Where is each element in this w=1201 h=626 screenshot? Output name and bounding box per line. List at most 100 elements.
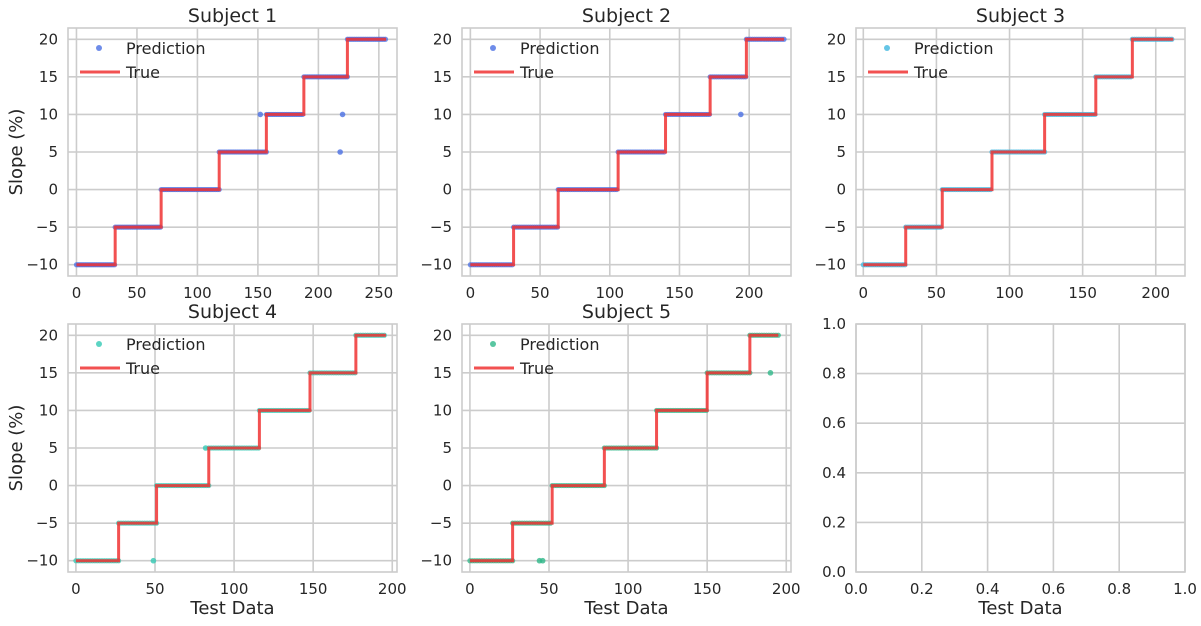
y-tick-label: 20 (39, 30, 58, 48)
true-line (75, 333, 386, 563)
x-tick-label: 150 (244, 284, 273, 302)
y-tick-label: 10 (39, 401, 58, 419)
true-line (469, 333, 779, 563)
y-tick-label: −5 (36, 514, 58, 532)
x-tick-label: 150 (665, 284, 694, 302)
x-axis-label: Test Data (977, 598, 1062, 619)
prediction-point (339, 111, 346, 118)
y-tick-label: 0.0 (822, 563, 846, 581)
legend-label: Prediction (914, 39, 993, 58)
legend: Prediction True (868, 39, 993, 82)
x-axis-label: Test Data (583, 598, 668, 619)
legend-label: True (519, 63, 554, 82)
subplot-title: Subject 5 (582, 301, 671, 323)
subplot-4: 0 50 100 150 200 −10 −5 0 5 10 15 20 Subject 4 Test D… (6, 301, 407, 619)
legend: Prediction True (80, 39, 205, 82)
axes-frame (67, 27, 398, 277)
legend-label: Prediction (520, 39, 599, 58)
x-tick-label: 50 (539, 580, 558, 598)
prediction-point (202, 445, 209, 451)
y-tick-label: 5 (48, 439, 58, 457)
y-tick-label: −10 (420, 256, 452, 274)
y-tick-label: 0.8 (822, 365, 846, 383)
x-tick-label: 0.6 (1041, 580, 1065, 598)
legend-label: True (125, 63, 160, 82)
x-tick-label: 100 (220, 580, 249, 598)
subplot-2: 0 50 100 150 200 −10 −5 0 5 10 15 20 Subject 2 Predic… (420, 5, 792, 302)
legend: Prediction True (474, 335, 599, 378)
y-tick-label: 15 (433, 364, 452, 382)
legend-marker-prediction (884, 45, 890, 51)
x-tick-label: 100 (183, 284, 212, 302)
legend-marker-prediction (96, 45, 102, 51)
y-tick-label: 15 (39, 364, 58, 382)
y-tick-label: 20 (827, 30, 846, 48)
subplot-title: Subject 1 (188, 5, 277, 27)
y-tick-label: 10 (433, 401, 452, 419)
x-tick-label: 250 (365, 284, 394, 302)
axes-frame (461, 323, 792, 573)
prediction-point (539, 557, 546, 564)
legend-marker-prediction (96, 341, 102, 347)
y-tick-label: 10 (433, 105, 452, 123)
subplot-title: Subject 2 (582, 5, 671, 27)
y-tick-label: 5 (442, 143, 452, 161)
y-tick-label: −5 (430, 514, 452, 532)
x-tick-label: 150 (693, 580, 722, 598)
x-tick-label: 100 (995, 284, 1024, 302)
legend-marker-prediction (490, 341, 496, 347)
subplot-1: 0 50 100 150 200 250 −10 −5 0 5 10 15 20 Subject 1 Slo… (6, 5, 398, 302)
legend: Prediction True (474, 39, 599, 82)
y-tick-label: 10 (39, 105, 58, 123)
y-tick-label: 0.4 (822, 464, 846, 482)
axes-frame (67, 323, 398, 573)
x-tick-label: 50 (927, 284, 946, 302)
prediction-point (337, 149, 343, 155)
y-tick-label: 5 (836, 143, 846, 161)
y-tick-label: −10 (26, 552, 58, 570)
y-axis-label: Slope (%) (6, 109, 27, 196)
x-tick-label: 0 (71, 580, 81, 598)
legend: Prediction True (80, 335, 205, 378)
subplot-3: 0 50 100 150 200 −10 −5 0 5 10 15 20 Subject 3 Predic… (814, 5, 1186, 302)
x-tick-label: 0 (859, 284, 869, 302)
y-tick-label: 0.2 (822, 513, 846, 531)
x-tick-label: 0.4 (976, 580, 1000, 598)
y-tick-label: 20 (39, 326, 58, 344)
x-tick-label: 200 (735, 284, 764, 302)
y-tick-label: −10 (420, 552, 452, 570)
y-tick-label: −10 (26, 256, 58, 274)
x-tick-label: 200 (378, 580, 407, 598)
y-tick-label: 10 (827, 105, 846, 123)
y-tick-label: 0 (48, 181, 58, 199)
legend-label: True (125, 359, 160, 378)
y-tick-label: 15 (433, 68, 452, 86)
x-tick-label: 200 (304, 284, 333, 302)
x-tick-label: 150 (1068, 284, 1097, 302)
y-tick-label: 20 (433, 326, 452, 344)
x-tick-label: 0 (465, 580, 475, 598)
y-tick-label: 0 (836, 181, 846, 199)
prediction-point (150, 557, 157, 564)
y-tick-label: 5 (442, 439, 452, 457)
subplot-title: Subject 3 (976, 5, 1065, 27)
x-tick-label: 0.8 (1107, 580, 1131, 598)
y-tick-label: 0.6 (822, 414, 846, 432)
x-tick-label: 50 (127, 284, 146, 302)
legend-label: True (519, 359, 554, 378)
prediction-point (738, 111, 744, 118)
subplot-6: 0.0 0.2 0.4 0.6 0.8 1.0 0.0 0.2 0.4 0.6 0.8 1.0 Test… (822, 315, 1197, 619)
true-line (76, 37, 387, 267)
x-tick-label: 200 (1141, 284, 1170, 302)
prediction-point (767, 370, 774, 376)
x-tick-label: 100 (595, 284, 624, 302)
x-axis-label: Test Data (189, 598, 274, 619)
y-tick-label: 0 (48, 477, 58, 495)
x-tick-label: 1.0 (1173, 580, 1197, 598)
axes-frame (461, 27, 792, 277)
true-line (470, 37, 785, 267)
y-tick-label: −5 (430, 218, 452, 236)
axes-frame (855, 323, 1186, 573)
x-tick-label: 50 (531, 284, 550, 302)
